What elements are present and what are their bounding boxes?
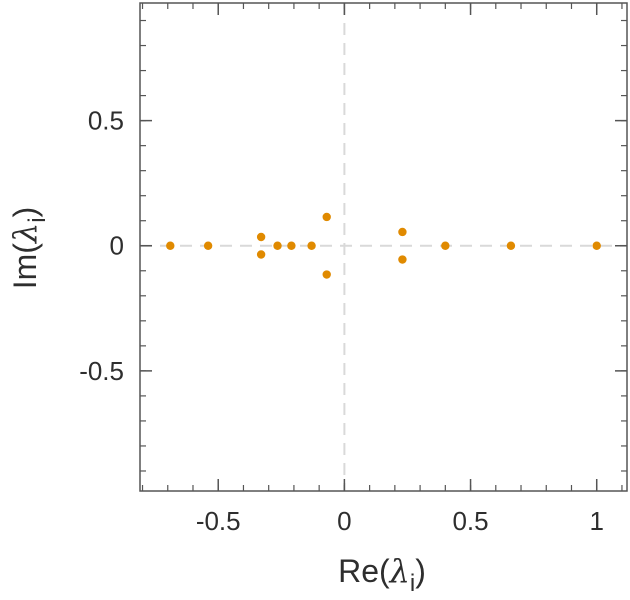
x-title-prefix: Re(	[338, 553, 390, 589]
x-title-symbol: λ	[388, 552, 410, 590]
x-title-subscript: i	[410, 570, 415, 597]
x-tick-labels: -0.5 0 0.5 1	[196, 506, 604, 536]
data-point	[322, 270, 331, 279]
major-ticks	[140, 3, 627, 491]
data-point	[287, 241, 296, 250]
y-axis-title: Im(λi)	[6, 207, 51, 289]
y-tick-label: 0.5	[88, 106, 124, 136]
x-tick-label: 0.5	[452, 506, 488, 536]
y-title-symbol: λ	[6, 223, 44, 245]
y-tick-label: -0.5	[79, 356, 124, 386]
x-tick-label: 0	[337, 506, 351, 536]
x-title-suffix: )	[415, 553, 426, 589]
y-title-suffix: )	[7, 207, 43, 218]
y-title-subscript: i	[24, 217, 51, 222]
x-axis-title: Re(λi)	[338, 552, 426, 597]
data-point	[441, 241, 450, 250]
data-point	[592, 241, 601, 250]
y-title-prefix: Im(	[7, 243, 43, 290]
y-tick-label: 0	[110, 231, 124, 261]
data-point	[256, 250, 266, 259]
plot-frame	[139, 2, 628, 492]
x-tick-label: 1	[589, 506, 603, 536]
data-point	[398, 255, 407, 264]
minor-ticks	[140, 3, 627, 491]
reference-lines	[140, 3, 627, 491]
data-point	[256, 232, 266, 242]
data-point	[203, 241, 213, 250]
data-point	[273, 241, 282, 250]
x-tick-label: -0.5	[196, 506, 241, 536]
data-point	[307, 241, 316, 250]
y-tick-labels: 0.5 0 -0.5	[79, 106, 124, 386]
data-points	[166, 212, 601, 279]
data-point	[322, 212, 331, 222]
data-point	[506, 241, 516, 250]
data-point	[398, 227, 407, 237]
data-point	[166, 241, 175, 250]
